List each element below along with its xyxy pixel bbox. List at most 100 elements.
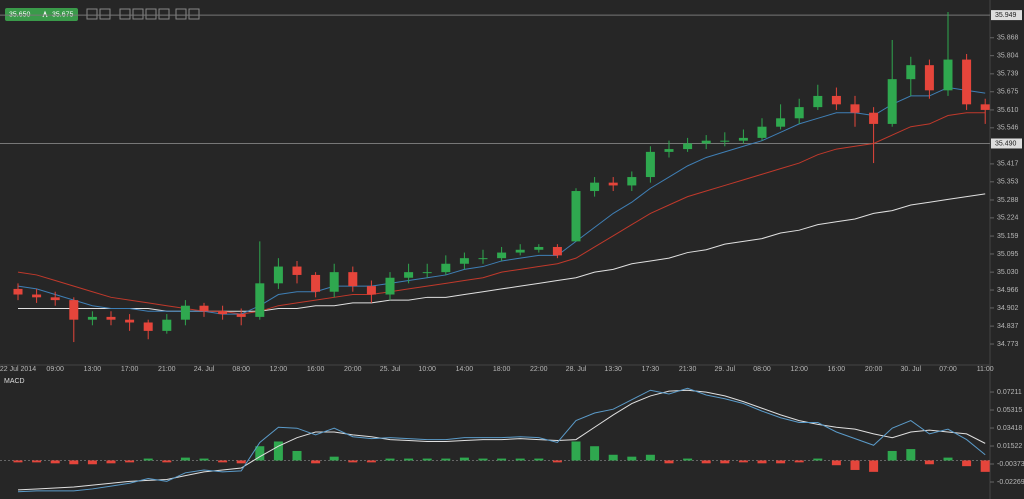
tool-button[interactable] [158,8,170,20]
candle-body [515,249,525,253]
price-label-box [991,138,1022,149]
x-tick-label: 08:00 [232,366,250,373]
histogram-bar [218,460,228,463]
candle-body [645,151,655,178]
candle-body [385,277,395,295]
histogram-bar [627,456,637,461]
indicator-line [17,387,986,493]
histogram-bar [664,460,674,464]
y-tick-label: 0.01522 [997,443,1022,450]
x-tick-label: 07:00 [939,366,957,373]
histogram-bar [757,460,767,464]
histogram-bar [645,454,655,461]
candle-body [292,266,302,275]
candle-body [850,104,860,113]
tool-button[interactable] [119,8,131,20]
histogram-bar [422,458,432,461]
x-tick-label: 24. Jul [194,366,215,373]
y-tick-label: 0.07211 [997,389,1022,396]
x-tick-label: 17:00 [121,366,139,373]
y-tick-label: 34.902 [997,305,1019,312]
candle-body [162,319,172,331]
toolbar [86,8,200,20]
histogram-bar [273,441,283,461]
y-tick-label: 0.03418 [997,425,1022,432]
candle-body [218,311,228,315]
histogram-bar [329,456,339,461]
tool-button[interactable] [132,8,144,20]
tool-button[interactable] [86,8,98,20]
histogram-bar [720,460,730,464]
candle-body [813,95,823,108]
y-tick-label: -0.00373 [997,461,1024,468]
candle-body [701,140,711,144]
tool-button[interactable] [175,8,187,20]
histogram-bar [980,460,990,472]
quote-background [5,8,78,21]
candle-body [887,79,897,124]
y-tick-label: 35.353 [997,179,1019,186]
histogram-bar [534,458,544,461]
candle-body [943,59,953,91]
x-tick-label: 29. Jul [714,366,735,373]
histogram-bar [515,458,525,461]
candle-body [13,288,23,295]
candle-body [87,316,97,320]
histogram-bar [924,460,934,465]
candle-body [236,314,246,317]
x-tick-label: 17:30 [642,366,660,373]
candle-body [794,107,804,119]
candle-body [404,272,414,278]
histogram-bar [571,441,581,461]
macd-title: MACD [4,378,25,385]
candle-body [664,149,674,152]
candle-body [906,65,916,80]
x-tick-label: 30. Jul [900,366,921,373]
x-tick-label: 12:00 [270,366,288,373]
tool-button[interactable] [188,8,200,20]
tool-button[interactable] [99,8,111,20]
histogram-bar [497,458,507,461]
histogram-bar [311,460,321,464]
candle-body [683,143,693,150]
y-tick-label: 35.288 [997,197,1019,204]
candle-body [311,274,321,292]
histogram-bar [776,460,786,464]
histogram-bar [738,460,748,463]
x-tick-label: 22:00 [530,366,548,373]
candle-body [478,258,488,260]
histogram-bar [69,460,79,465]
histogram-bar [255,446,265,461]
x-tick-label: 13:30 [604,366,622,373]
y-tick-label: 35.804 [997,53,1019,60]
candle-body [348,272,358,287]
x-tick-label: 10:00 [418,366,436,373]
candle-body [199,305,209,312]
histogram-bar [32,460,42,463]
candle-body [738,137,748,141]
candle-body [143,322,153,331]
histogram-bar [552,460,562,463]
x-tick-label: 25. Jul [380,366,401,373]
x-tick-label: 20:00 [865,366,883,373]
histogram-bar [50,460,60,464]
candle-body [422,272,432,274]
candle-body [831,95,841,105]
candle-body [980,104,990,110]
candle-body [329,272,339,292]
histogram-bar [366,460,376,463]
y-tick-label: 35.868 [997,35,1019,42]
candle-body [32,294,42,298]
histogram-bar [292,450,302,461]
histogram-bar [162,460,172,463]
price-label: 35.949 [995,12,1017,19]
y-tick-label: 35.675 [997,89,1019,96]
candle-body [608,182,618,186]
histogram-bar [404,458,414,461]
quote-box[interactable]: 35.650 35.675 [5,8,78,21]
tool-button[interactable] [145,8,157,20]
x-tick-label: 12:00 [790,366,808,373]
histogram-bar [441,458,451,461]
